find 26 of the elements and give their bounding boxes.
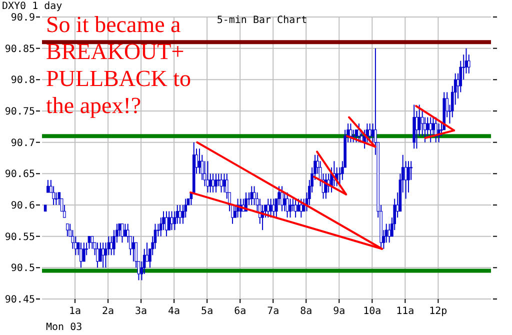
chart-subtitle: DXY0 1 day xyxy=(2,1,62,12)
x-tick-label: 5a xyxy=(201,306,214,317)
y-tick-label: 90.7 xyxy=(10,138,35,149)
y-tick-label: 90.75 xyxy=(4,106,35,118)
x-tick-label: 10a xyxy=(363,306,382,317)
x-tick-label: 7a xyxy=(267,306,280,317)
x-tick-label: 1a xyxy=(68,306,82,317)
y-tick-label: 90.85 xyxy=(4,44,35,55)
y-tick-label: 90.6 xyxy=(10,200,35,212)
x-tick-label: 2a xyxy=(102,306,114,317)
y-tick-label: 90.55 xyxy=(4,232,35,243)
x-tick-label: 9a xyxy=(333,306,346,317)
x-tick-label: 4a xyxy=(168,306,180,317)
annotation: So it became a BREAKOUT+ PULLBACK to the apex!? xyxy=(46,12,192,118)
text: Mon 03 xyxy=(46,322,82,333)
y-tick-label: 90.8 xyxy=(10,75,35,86)
y-tick-label: 90.9 xyxy=(10,12,35,24)
y-tick-label: 90.65 xyxy=(4,169,35,180)
y-tick-label: 90.5 xyxy=(10,263,35,274)
x-tick-label: 11a xyxy=(396,306,414,317)
x-tick-label: 12p xyxy=(429,306,448,317)
x-tick-label: 6a xyxy=(234,306,246,317)
x-tick-label: 3a xyxy=(135,306,148,317)
chart-title: 5-min Bar Chart xyxy=(216,15,308,26)
x-tick-label: 8a xyxy=(300,306,312,317)
y-tick-label: 90.45 xyxy=(4,294,35,306)
